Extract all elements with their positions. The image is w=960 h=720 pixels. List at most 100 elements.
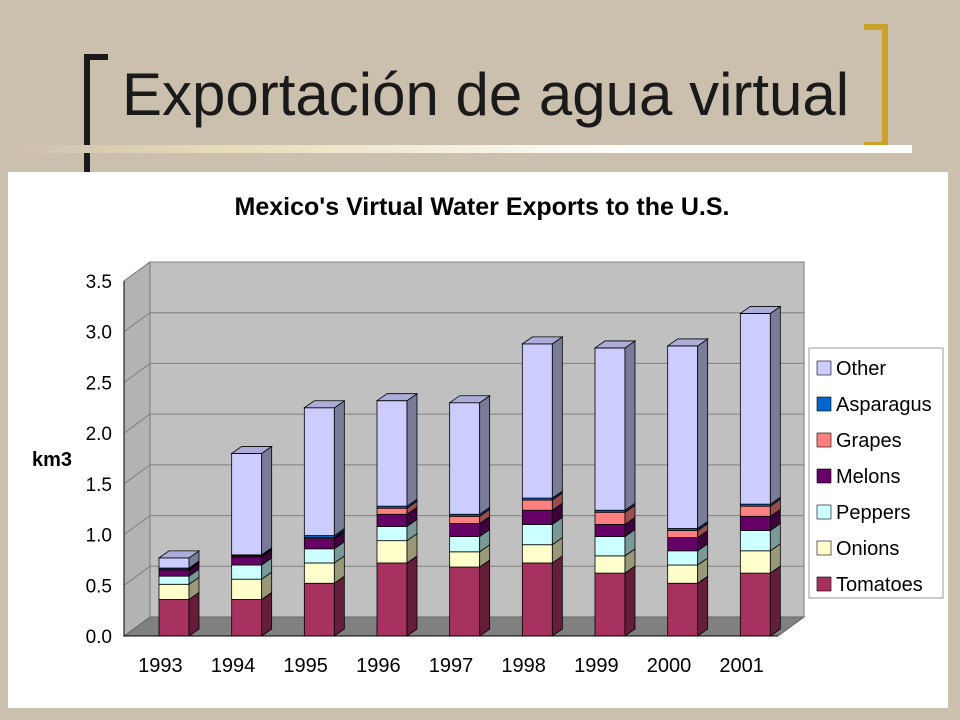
x-tick-label: 2001 bbox=[719, 655, 764, 677]
x-tick-label: 2000 bbox=[647, 655, 692, 677]
axes: 0.0 0.5 1.0 1.5 2.0 2.5 3.0 3.5 1993 1994 1995 1996… bbox=[86, 272, 778, 677]
bar-segment-side bbox=[188, 591, 200, 637]
bar-top bbox=[521, 336, 564, 345]
bar-segment-side bbox=[769, 305, 781, 505]
bar-top bbox=[375, 393, 419, 402]
legend-swatch bbox=[816, 396, 832, 412]
bar-segment-side bbox=[479, 394, 491, 516]
bar-segment-side bbox=[406, 392, 418, 507]
bar-segment bbox=[594, 511, 626, 525]
legend: Other Asparagus Grapes Melons Peppers Onions T… bbox=[808, 347, 944, 599]
legend-label: Tomatoes bbox=[836, 574, 923, 596]
bar-segment bbox=[231, 453, 263, 556]
gridline bbox=[123, 362, 804, 383]
title-underline bbox=[0, 145, 912, 153]
bar-segment bbox=[521, 562, 553, 637]
bar-segment bbox=[739, 313, 771, 505]
bar-segment bbox=[303, 407, 335, 536]
y-tick-label: 0.0 bbox=[86, 627, 112, 648]
x-tick-label: 1998 bbox=[501, 655, 546, 677]
bar-segment bbox=[594, 536, 626, 557]
bar-segment-side bbox=[697, 338, 709, 530]
bar-segment bbox=[521, 343, 553, 499]
y-axis-label: km3 bbox=[32, 449, 72, 471]
bar-segment bbox=[739, 505, 771, 517]
y-tick-label: 0.5 bbox=[86, 576, 112, 597]
bar-segment bbox=[376, 526, 408, 542]
bar-segment bbox=[521, 499, 553, 511]
legend-swatch bbox=[816, 468, 832, 484]
bar-segment-side bbox=[261, 445, 273, 556]
bar-segment bbox=[376, 400, 408, 507]
y-tick-label: 2.0 bbox=[86, 424, 112, 445]
bar-top bbox=[666, 338, 709, 347]
stacked-bar-chart: Mexico's Virtual Water Exports to the U.… bbox=[32, 193, 944, 677]
bar-segment bbox=[158, 583, 190, 600]
bar-segment-side bbox=[624, 565, 636, 637]
bar-segment bbox=[376, 507, 408, 515]
legend-label: Asparagus bbox=[836, 394, 932, 416]
legend-label: Onions bbox=[836, 538, 899, 560]
bar-segment bbox=[231, 578, 263, 600]
bar-segment bbox=[521, 509, 553, 525]
bar-segment-side bbox=[551, 555, 563, 637]
bar-segment-side bbox=[697, 575, 709, 637]
bar-segment bbox=[594, 524, 626, 537]
bar-segment bbox=[231, 599, 263, 637]
gridline bbox=[123, 261, 804, 282]
bar-segment bbox=[739, 550, 771, 574]
gridline bbox=[123, 565, 804, 586]
bar-segment bbox=[521, 524, 553, 546]
x-tick-label: 1999 bbox=[574, 655, 619, 677]
bar-segment bbox=[158, 569, 190, 577]
bar-segment-side bbox=[333, 575, 345, 637]
bar-segment bbox=[594, 572, 626, 637]
legend-box bbox=[808, 347, 944, 599]
legend-label: Peppers bbox=[836, 502, 911, 524]
bar-segment-side bbox=[479, 559, 491, 637]
bar-segment bbox=[667, 564, 699, 584]
plot-side-wall bbox=[123, 261, 151, 637]
x-tick-label: 1993 bbox=[138, 655, 183, 677]
bar-segment bbox=[739, 572, 771, 637]
bar-top bbox=[739, 306, 782, 314]
bar-top bbox=[230, 446, 273, 454]
legend-swatch bbox=[816, 540, 832, 556]
bar-segment-side bbox=[769, 565, 781, 637]
bar-segment bbox=[449, 551, 481, 568]
bar-segment bbox=[521, 544, 553, 564]
bar-top bbox=[448, 395, 491, 404]
bar-segment bbox=[594, 347, 626, 511]
bar-segment-side bbox=[551, 336, 563, 499]
bar-segment bbox=[667, 582, 699, 637]
bar-segment bbox=[158, 575, 190, 585]
bar-segment bbox=[158, 557, 190, 569]
bar-segment bbox=[303, 548, 335, 564]
x-tick-label: 1994 bbox=[211, 655, 256, 677]
bar-segment bbox=[158, 599, 190, 637]
bar-top bbox=[303, 400, 346, 409]
bars bbox=[157, 305, 782, 637]
bar-segment bbox=[739, 515, 771, 531]
bar-segment bbox=[376, 513, 408, 527]
x-tick-label: 1997 bbox=[429, 655, 474, 677]
slide-title: Exportación de agua virtual bbox=[122, 61, 850, 128]
title-bracket-right bbox=[864, 24, 888, 148]
bar-segment bbox=[667, 550, 699, 566]
legend-swatch bbox=[816, 576, 832, 592]
bar-segment bbox=[667, 537, 699, 552]
bar-segment bbox=[667, 530, 699, 539]
bar-segment bbox=[667, 345, 699, 529]
legend-label: Grapes bbox=[836, 430, 902, 452]
bar-top bbox=[157, 550, 201, 559]
gridline bbox=[123, 312, 804, 333]
y-tick-label: 3.0 bbox=[86, 323, 112, 344]
bar-segment bbox=[303, 582, 335, 637]
bar-segment bbox=[739, 530, 771, 552]
bar-segment-side bbox=[624, 340, 636, 511]
gridline bbox=[123, 464, 804, 485]
bar-segment-side bbox=[406, 555, 418, 637]
bar-segment bbox=[231, 556, 263, 566]
legend-label: Other bbox=[836, 358, 886, 380]
chart-title: Mexico's Virtual Water Exports to the U.… bbox=[235, 193, 730, 221]
